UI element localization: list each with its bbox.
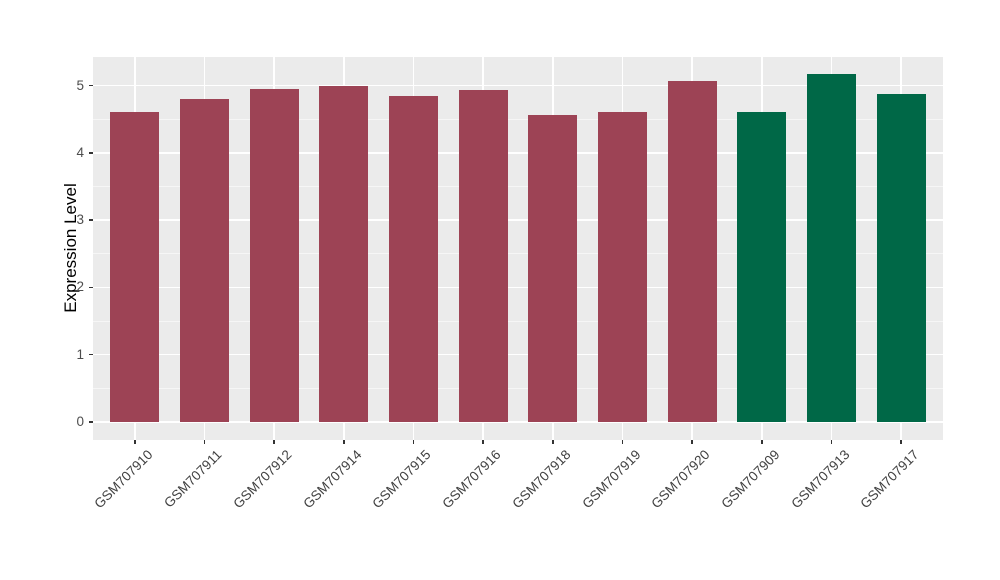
y-tick-label: 5	[76, 77, 84, 93]
bar-GSM707918	[528, 115, 578, 422]
y-tick-label: 3	[76, 212, 84, 228]
minor-gridline-y	[93, 320, 943, 322]
x-tick-label-GSM707909: GSM707909	[718, 447, 783, 512]
x-tick-label-GSM707920: GSM707920	[648, 447, 713, 512]
y-tick-mark	[89, 152, 93, 154]
x-tick-label-GSM707914: GSM707914	[300, 447, 365, 512]
x-tick-mark	[761, 440, 763, 444]
x-tick-mark	[273, 440, 275, 444]
x-tick-mark	[830, 440, 833, 444]
y-tick-label: 1	[76, 346, 84, 362]
major-gridline-y	[93, 421, 943, 423]
y-tick-label: 0	[76, 414, 84, 429]
bar-GSM707911	[179, 98, 229, 422]
minor-gridline-y	[93, 185, 943, 187]
bar-GSM707910	[110, 112, 160, 422]
y-tick-mark	[89, 353, 93, 356]
y-tick-mark	[89, 219, 93, 221]
y-tick-mark	[89, 421, 93, 423]
x-tick-mark	[621, 440, 624, 444]
y-tick-label: 4	[76, 144, 84, 160]
y-tick-label: 2	[76, 279, 84, 295]
x-tick-label-GSM707911: GSM707911	[161, 447, 226, 511]
y-tick-mark	[89, 286, 93, 289]
x-tick-label-GSM707918: GSM707918	[509, 447, 574, 512]
bar-GSM707912	[249, 88, 299, 422]
major-gridline-y	[93, 286, 943, 289]
bar-GSM707919	[597, 112, 647, 422]
major-gridline-y	[93, 152, 943, 154]
bar-GSM707915	[388, 95, 438, 422]
minor-gridline-y	[93, 387, 943, 389]
x-tick-label-GSM707919: GSM707919	[578, 447, 644, 512]
x-tick-mark	[343, 440, 345, 444]
x-tick-mark	[482, 440, 484, 444]
minor-gridline-y	[93, 253, 943, 255]
x-tick-mark	[203, 440, 206, 444]
major-gridline-y	[93, 84, 943, 87]
bar-GSM707913	[807, 74, 856, 422]
x-tick-mark	[552, 440, 554, 444]
x-tick-label-GSM707913: GSM707913	[787, 447, 853, 512]
bar-GSM707917	[876, 94, 926, 422]
x-tick-mark	[691, 440, 693, 444]
x-tick-label-GSM707915: GSM707915	[369, 447, 435, 512]
x-tick-label-GSM707912: GSM707912	[230, 447, 295, 512]
bar-GSM707914	[319, 86, 369, 422]
x-tick-mark	[900, 440, 902, 444]
minor-gridline-y	[93, 118, 943, 120]
x-tick-label-GSM707916: GSM707916	[439, 447, 504, 512]
x-tick-label-GSM707917: GSM707917	[857, 447, 922, 512]
bar-GSM707916	[458, 90, 508, 422]
bar-GSM707909	[737, 112, 787, 422]
plot-panel	[93, 57, 943, 440]
major-gridline-y	[93, 353, 943, 356]
x-tick-label-GSM707910: GSM707910	[91, 447, 156, 512]
major-gridline-y	[93, 219, 943, 221]
x-tick-mark	[134, 440, 136, 444]
y-tick-mark	[89, 84, 93, 87]
x-tick-mark	[412, 440, 415, 444]
bar-GSM707920	[667, 81, 717, 422]
